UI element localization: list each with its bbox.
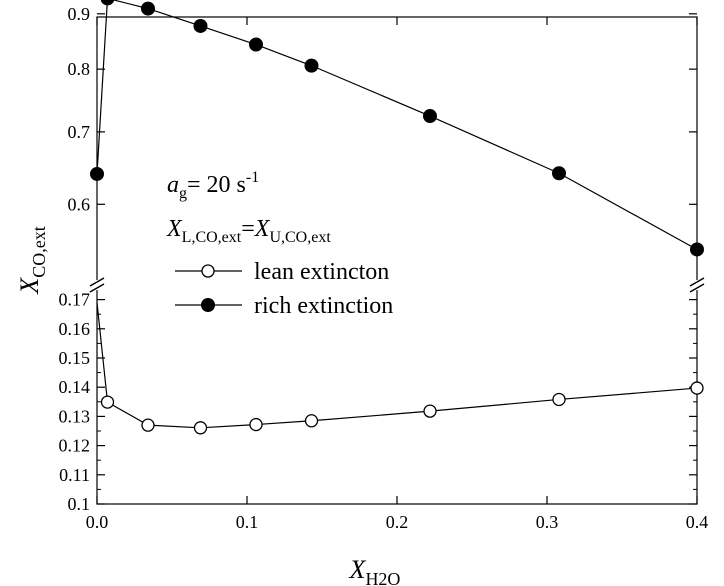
- y-tick-label-upper: 0.8: [68, 59, 91, 79]
- data-point: [304, 414, 319, 428]
- legend-label-lean: lean extincton: [254, 259, 389, 285]
- data-point: [690, 242, 704, 257]
- data-point: [100, 395, 115, 409]
- data-point: [249, 417, 263, 432]
- series-rich: [90, 0, 704, 257]
- break-slash: [689, 277, 705, 287]
- data-point: [552, 166, 566, 181]
- svg-text:ag= 20 s-1: ag= 20 s-1: [167, 169, 259, 202]
- plot-frame: [96, 16, 698, 505]
- data-point: [90, 166, 104, 181]
- y-tick-label-upper: 0.6: [68, 194, 91, 214]
- y-tick-label-lower: 0.13: [59, 406, 91, 426]
- data-point: [552, 392, 566, 407]
- data-series: [90, 0, 704, 435]
- series-lean: [96, 302, 704, 435]
- y-axis-title: XCO,ext: [15, 226, 49, 294]
- data-point: [423, 404, 437, 418]
- break-slash: [89, 277, 105, 287]
- axis-break-marks: [89, 277, 705, 293]
- data-point: [690, 381, 704, 395]
- y-tick-label-lower: 0.15: [59, 348, 91, 368]
- annotation-strain-rate: ag= 20 s-1: [167, 169, 259, 202]
- x-tick-label: 0.1: [236, 512, 259, 532]
- break-gap: [691, 280, 703, 290]
- y-tick-label-lower: 0.17: [59, 290, 91, 310]
- plot-border: [96, 16, 698, 505]
- data-point: [193, 421, 208, 435]
- legend-item-lean: lean extincton: [175, 259, 389, 285]
- data-point: [141, 418, 155, 432]
- break-slash: [689, 283, 705, 293]
- legend-marker-open-circle: [201, 264, 215, 278]
- svg-text:XCO,ext: XCO,ext: [15, 226, 49, 294]
- series-line: [96, 302, 698, 429]
- break-gap: [91, 280, 103, 290]
- legend-item-rich: rich extinction: [175, 293, 393, 319]
- data-point: [249, 37, 263, 52]
- x-tick-label: 0.2: [386, 512, 409, 532]
- data-point: [141, 1, 155, 16]
- svg-text:XL,CO,ext=XU,CO,ext: XL,CO,ext=XU,CO,ext: [166, 216, 331, 246]
- x-tick-label: 0.0: [86, 512, 109, 532]
- y-tick-label-lower: 0.11: [59, 465, 90, 485]
- y-tick-label-upper: 0.9: [68, 4, 91, 24]
- svg-text:XH2O: XH2O: [349, 555, 401, 586]
- y-tick-label-lower: 0.12: [59, 436, 91, 456]
- data-point: [423, 109, 437, 124]
- annotation-condition: XL,CO,ext=XU,CO,ext: [166, 216, 331, 246]
- y-tick-label-upper: 0.7: [68, 122, 91, 142]
- y-tick-label-lower: 0.14: [59, 377, 91, 397]
- data-point: [100, 0, 115, 6]
- data-point: [304, 58, 319, 73]
- break-slash: [89, 283, 105, 293]
- y-tick-label-lower: 0.1: [68, 494, 91, 514]
- axis-ticks: 0.00.10.20.30.40.60.70.80.910.10.110.120…: [59, 4, 709, 532]
- y-tick-label-lower: 0.16: [59, 319, 91, 339]
- x-axis-title: XH2O: [349, 555, 401, 586]
- series-line: [96, 0, 698, 250]
- legend-label-rich: rich extinction: [254, 293, 393, 319]
- x-tick-label: 0.3: [536, 512, 559, 532]
- x-tick-label: 0.4: [686, 512, 709, 532]
- legend: lean extincton rich extinction: [175, 259, 393, 319]
- data-point: [193, 18, 208, 33]
- legend-marker-filled-circle: [201, 298, 215, 312]
